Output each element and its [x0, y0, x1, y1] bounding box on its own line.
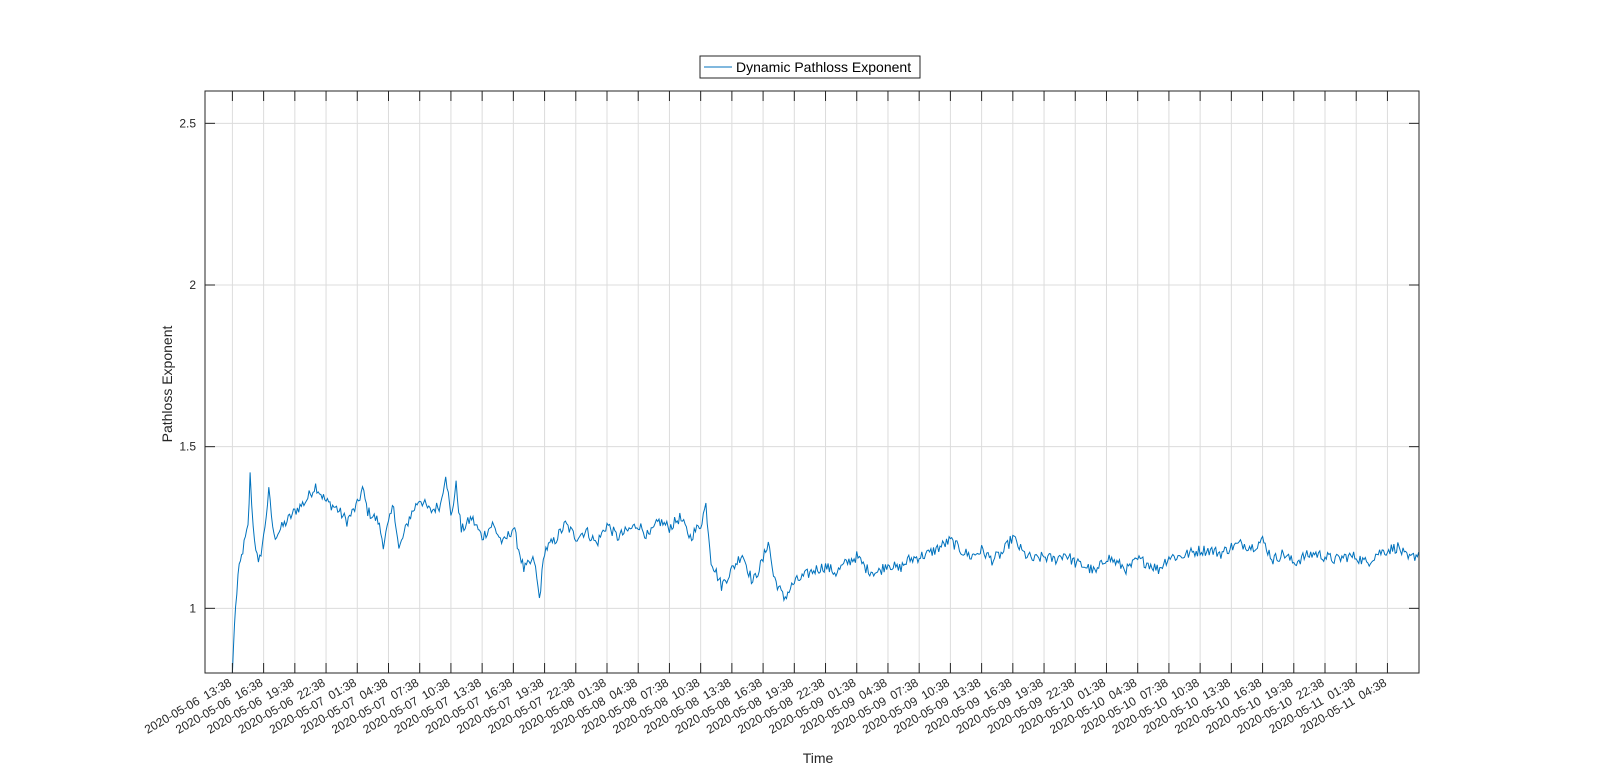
series-line: [231, 472, 1420, 674]
series-layer: [231, 472, 1420, 674]
y-tick-label: 2: [189, 278, 196, 292]
legend-entry: Dynamic Pathloss Exponent: [736, 59, 911, 75]
y-tick-labels: 1 1.5 2 2.5: [179, 116, 196, 615]
grid-lines: [205, 91, 1419, 673]
y-tick-label: 1.5: [179, 440, 196, 454]
legend: Dynamic Pathloss Exponent: [699, 55, 921, 79]
y-tick-label: 2.5: [179, 116, 196, 130]
legend-box: [699, 55, 921, 79]
y-tick-label: 1: [189, 601, 196, 615]
plot-area: [204, 90, 1420, 674]
y-axis-label: Pathloss Exponent: [159, 326, 175, 443]
x-axis-label: Time: [803, 750, 834, 766]
axis-ticks: [205, 91, 1419, 673]
